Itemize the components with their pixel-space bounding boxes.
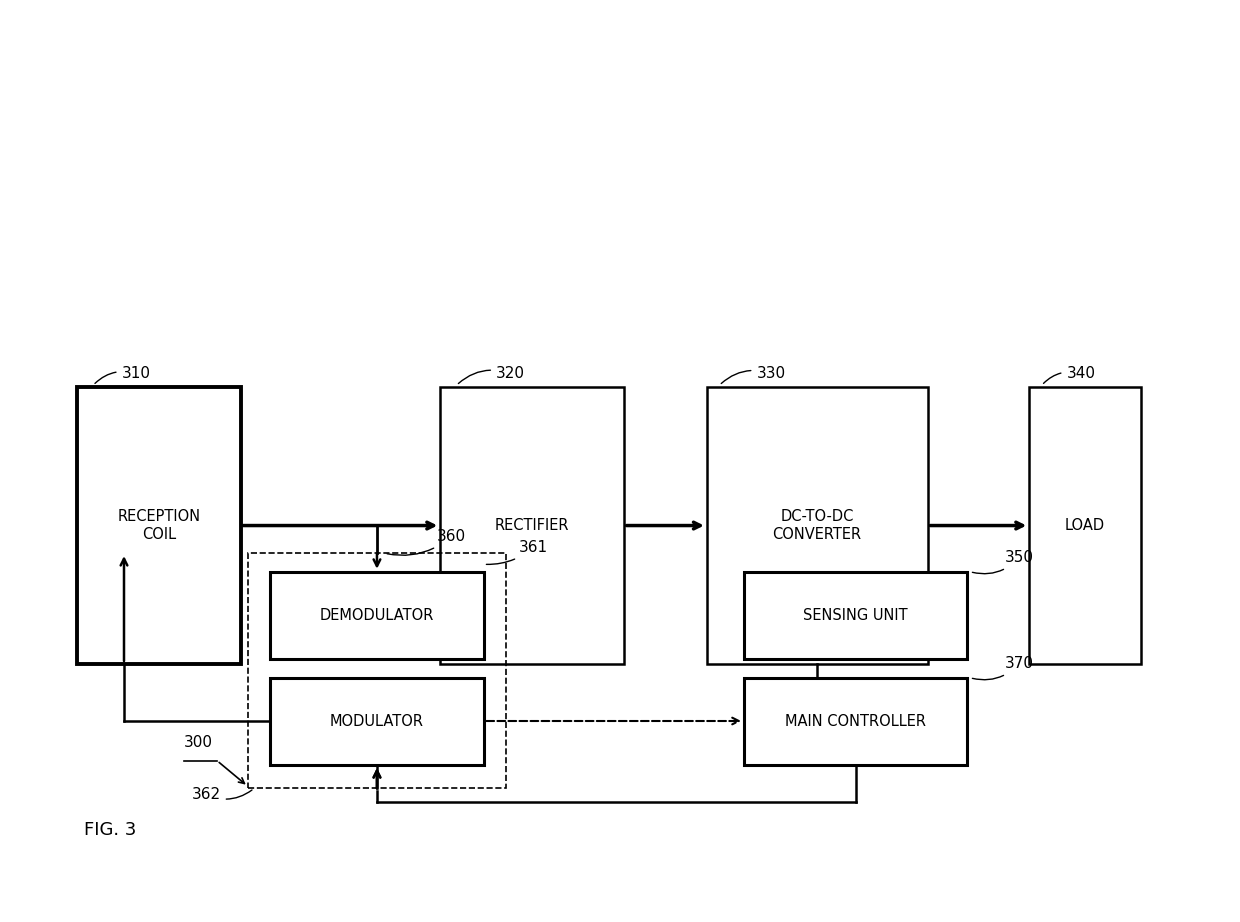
Text: 330: 330 <box>722 366 785 384</box>
Text: SENSING UNIT: SENSING UNIT <box>804 608 908 623</box>
Bar <box>440 387 624 664</box>
Text: 360: 360 <box>387 529 465 555</box>
Text: 370: 370 <box>972 656 1033 680</box>
Text: 362: 362 <box>192 787 252 802</box>
Text: MAIN CONTROLLER: MAIN CONTROLLER <box>785 714 926 729</box>
Bar <box>248 553 506 788</box>
Text: LOAD: LOAD <box>1065 518 1105 533</box>
Text: 350: 350 <box>972 550 1033 573</box>
Text: 340: 340 <box>1044 366 1095 384</box>
Text: 361: 361 <box>486 540 547 564</box>
Text: DC-TO-DC
CONVERTER: DC-TO-DC CONVERTER <box>773 509 862 542</box>
Text: DEMODULATOR: DEMODULATOR <box>320 608 434 623</box>
Bar <box>707 387 928 664</box>
Text: 310: 310 <box>95 366 150 384</box>
Text: FIG. 3: FIG. 3 <box>84 821 136 839</box>
Text: 300: 300 <box>184 735 212 750</box>
Text: 320: 320 <box>459 366 525 384</box>
Text: RECTIFIER: RECTIFIER <box>495 518 569 533</box>
Bar <box>1029 387 1141 664</box>
Bar <box>77 387 241 664</box>
Bar <box>270 678 484 765</box>
Text: RECEPTION
COIL: RECEPTION COIL <box>117 509 201 542</box>
Bar <box>744 572 967 659</box>
Text: MODULATOR: MODULATOR <box>330 714 424 729</box>
Bar <box>744 678 967 765</box>
Bar <box>270 572 484 659</box>
